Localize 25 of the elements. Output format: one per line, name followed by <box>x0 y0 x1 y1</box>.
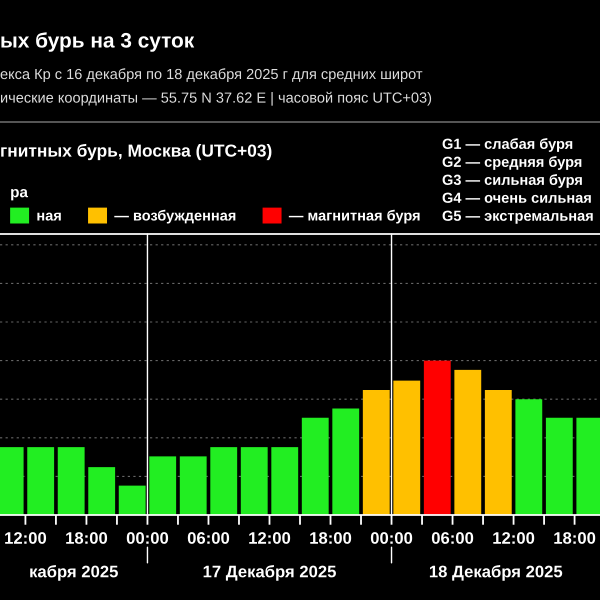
text: кабря 2025 <box>30 565 118 581</box>
chart-subtitle: екса Кр с 16 декабря по 18 декабря 2025 г для средних широт ические координаты — 55.75 N 37.62 E | часовой пояс UTC+03) <box>0 68 432 106</box>
x-tick-label: 12:00 <box>5 532 46 544</box>
text: G5 — экстремальная <box>442 210 593 224</box>
chart-title: ых бурь на 3 суток <box>1 32 194 52</box>
x-tick-label: 18:00 <box>554 532 596 544</box>
legend-label: ная <box>37 212 61 221</box>
legend-label: — возбужденная <box>114 210 236 224</box>
x-tick-label: 12:00 <box>249 532 290 544</box>
x-tick-label: 00:00 <box>370 532 412 544</box>
text: 18 Декабря 2025 <box>430 565 562 581</box>
legend-title: ра <box>11 188 28 200</box>
x-tick-label: 18:00 <box>66 532 108 544</box>
x-tick-label: 00:00 <box>126 532 168 544</box>
text: G2 — средняя буря <box>442 156 582 170</box>
x-tick-label: 06:00 <box>432 532 474 544</box>
text: G3 — сильная буря <box>442 174 582 188</box>
text: 17 Декабря 2025 <box>204 565 336 581</box>
text: гнитных бурь, Москва (UTC+03) <box>1 144 272 160</box>
legend-label: — магнитная буря <box>288 210 420 224</box>
text: G1 — слабая буря <box>442 138 572 152</box>
x-tick-label: 18:00 <box>310 532 352 544</box>
text: G4 — очень сильная <box>442 192 591 203</box>
x-tick-label: 06:00 <box>188 532 230 544</box>
x-tick-label: 12:00 <box>493 532 534 544</box>
